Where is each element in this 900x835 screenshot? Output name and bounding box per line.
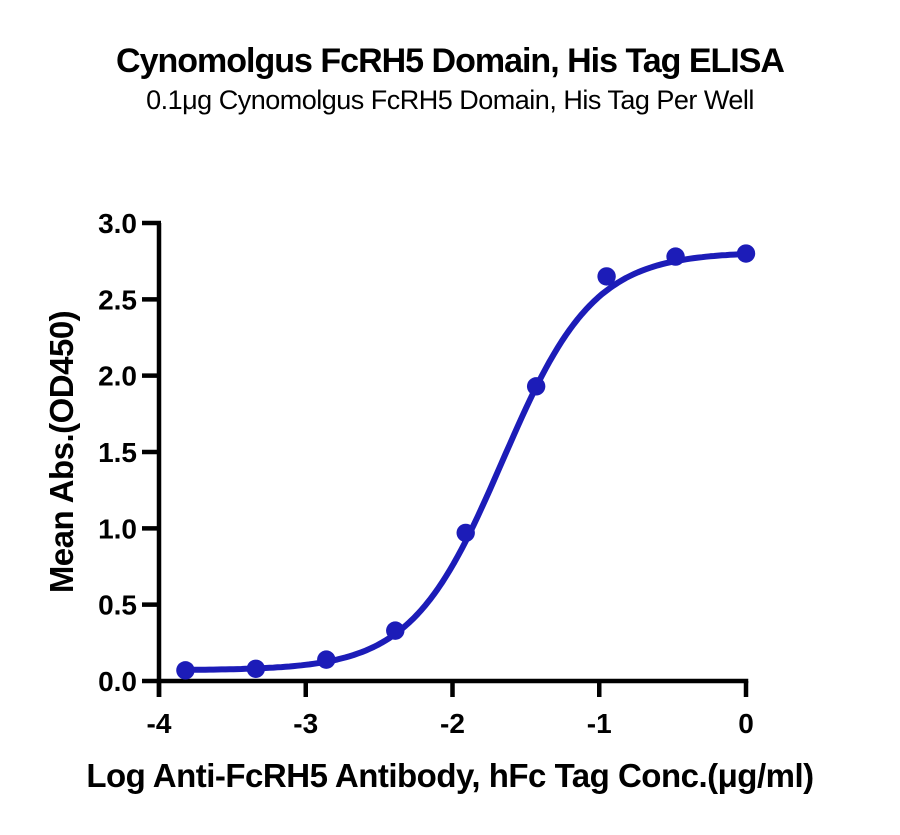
chart-title: Cynomolgus FcRH5 Domain, His Tag ELISA [116, 42, 785, 80]
fit-curve [182, 251, 749, 673]
data-point [386, 621, 405, 640]
chart-subtitle: 0.1μg Cynomolgus FcRH5 Domain, His Tag P… [146, 85, 754, 115]
data-point [597, 267, 616, 286]
x-tick-label: 0 [738, 708, 754, 739]
data-point [666, 247, 685, 266]
data-point [317, 650, 336, 669]
y-tick-label: 2.0 [98, 361, 137, 392]
x-axis-label: Log Anti-FcRH5 Antibody, hFc Tag Conc.(μ… [86, 757, 814, 794]
y-tick-label: 1.5 [98, 437, 137, 468]
data-point [526, 377, 546, 396]
y-tick-label: 2.5 [98, 284, 137, 315]
y-tick-label: 0.5 [98, 590, 137, 621]
x-tick-label: -3 [293, 708, 318, 739]
y-tick-label: 1.0 [98, 513, 137, 544]
x-tick-label: -2 [440, 708, 465, 739]
data-point [456, 523, 475, 543]
data-point [176, 661, 195, 680]
data-point [736, 244, 756, 263]
data-point [246, 659, 266, 678]
y-tick-label: 0.0 [98, 666, 137, 697]
x-tick-label: -1 [587, 708, 612, 739]
x-tick-label: -4 [147, 708, 172, 739]
y-tick-label: 3.0 [98, 208, 137, 239]
